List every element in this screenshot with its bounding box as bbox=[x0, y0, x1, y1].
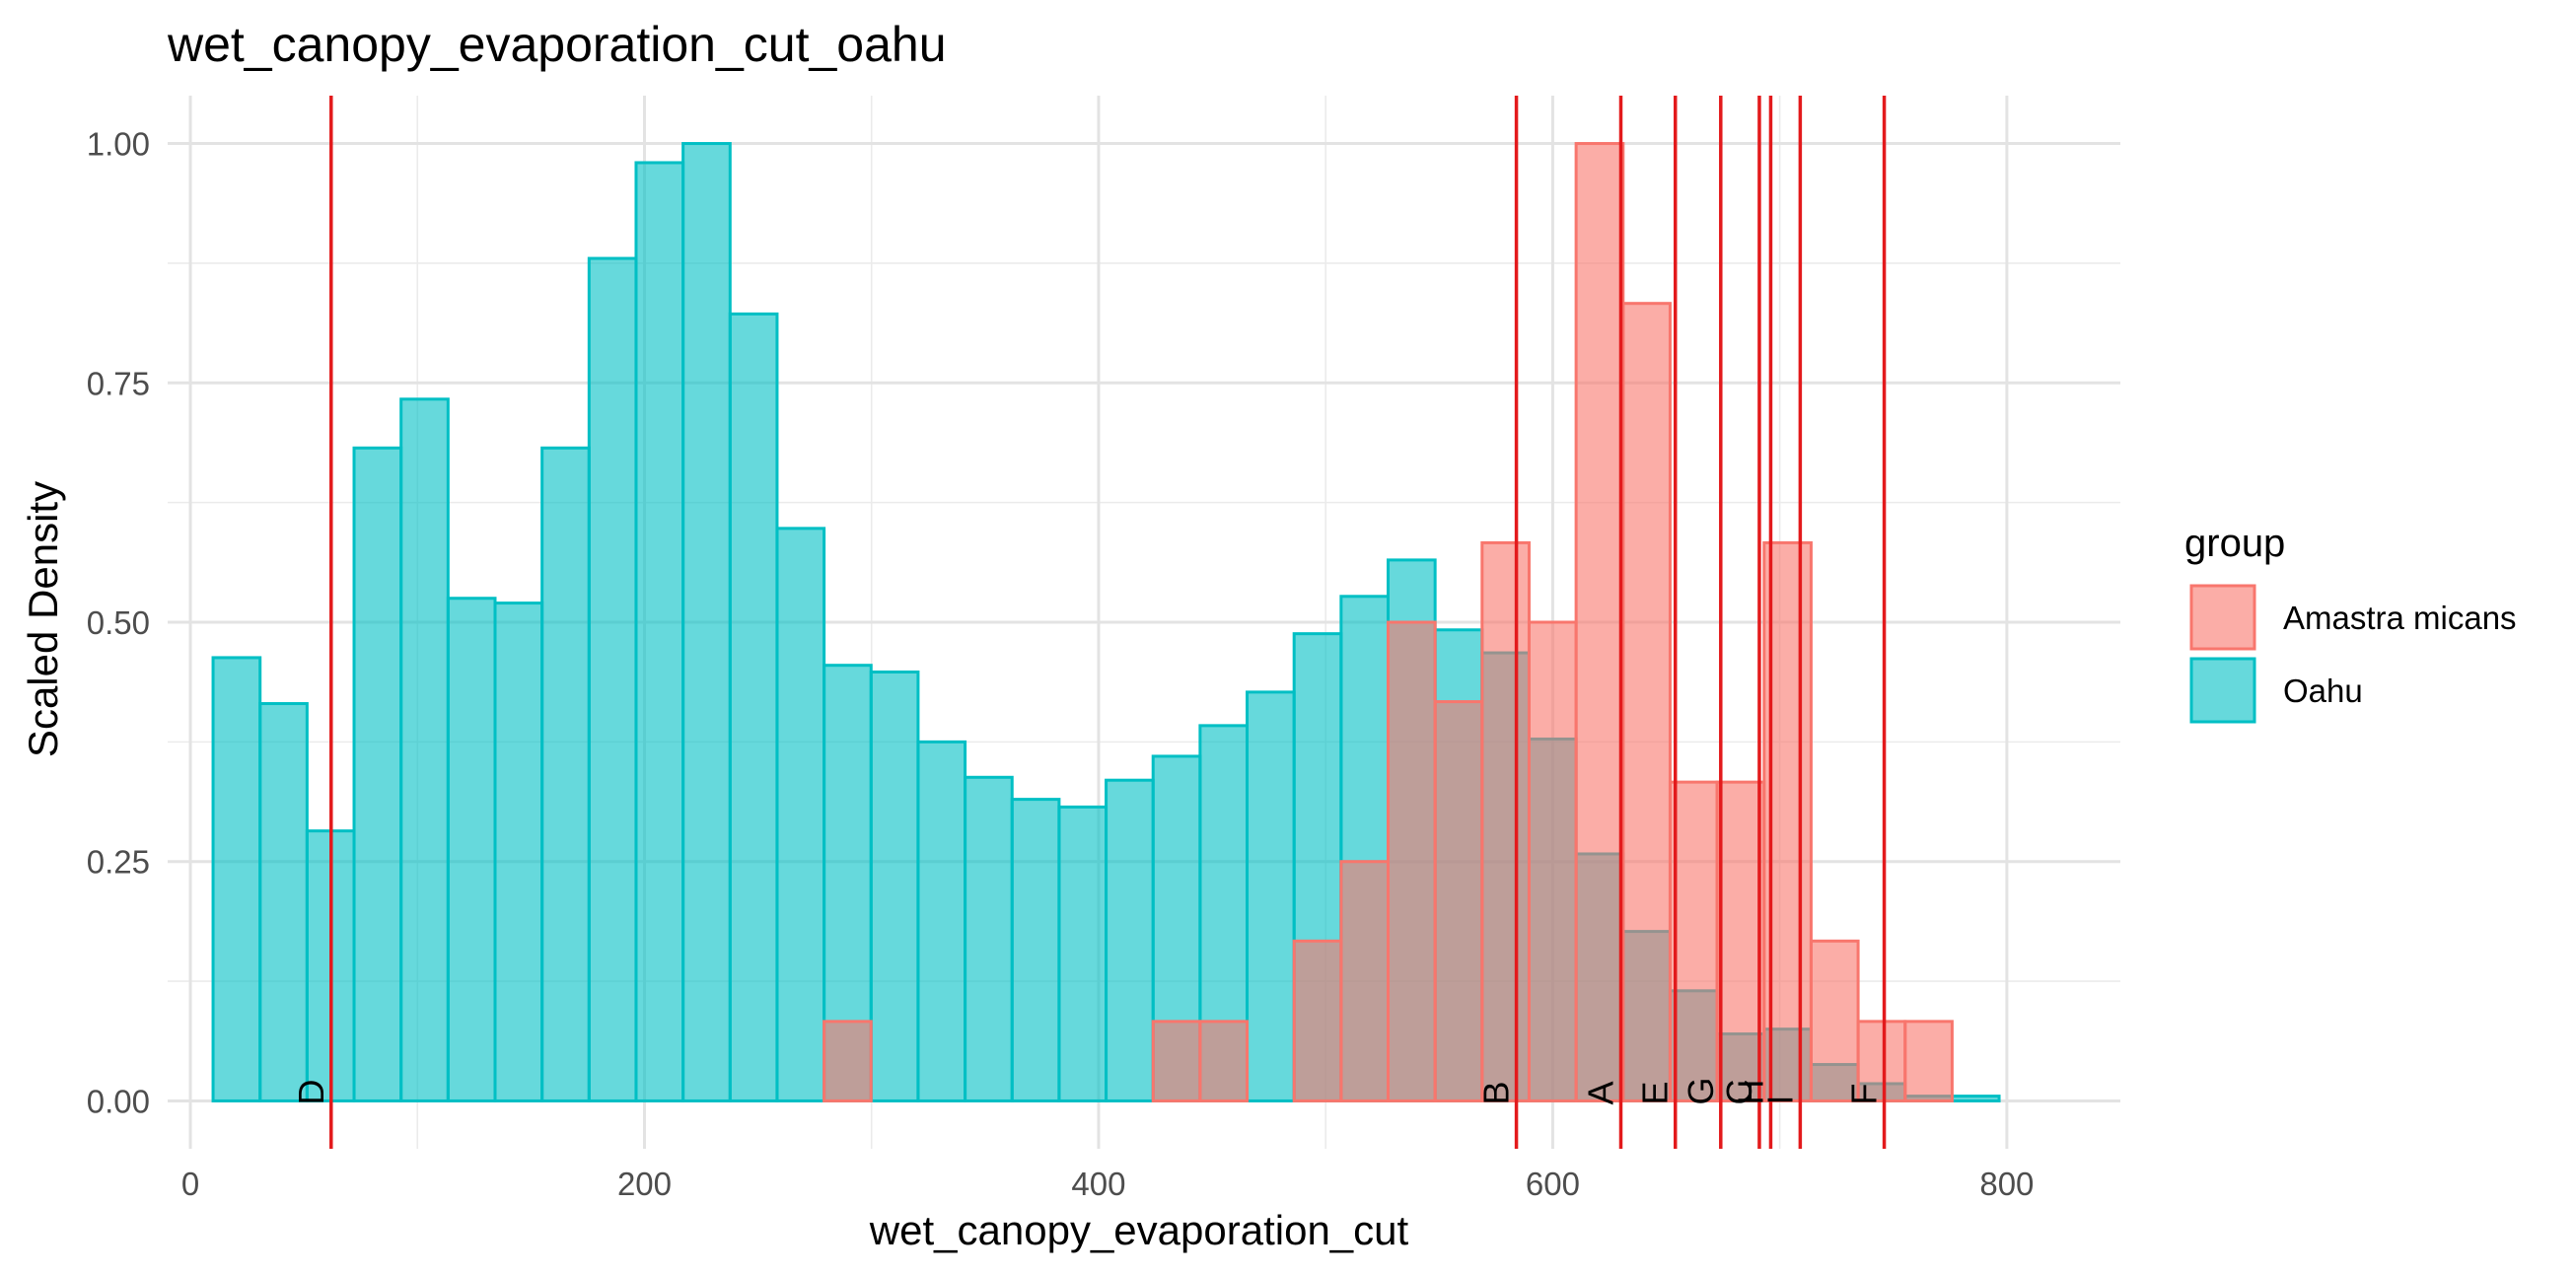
x-tick-label-1: 200 bbox=[617, 1166, 672, 1202]
x-tick-label-3: 600 bbox=[1526, 1166, 1580, 1202]
x-tick-label-2: 400 bbox=[1071, 1166, 1125, 1202]
oahu-bar-18 bbox=[1057, 805, 1109, 1102]
legend: group Amastra micans Oahu bbox=[2184, 522, 2517, 724]
amastra-micans-bar-14 bbox=[1809, 939, 1860, 1102]
amastra-micans-bar-0 bbox=[823, 1020, 873, 1102]
amastra-micans-bar-4 bbox=[1339, 860, 1391, 1102]
amastra-micans-bar-2 bbox=[1198, 1020, 1250, 1102]
amastra-micans-bar-16 bbox=[1903, 1020, 1954, 1102]
vline-label-A: A bbox=[1580, 1081, 1620, 1104]
y-tick-label-2: 0.50 bbox=[87, 604, 150, 641]
amastra-micans-bar-3 bbox=[1292, 939, 1343, 1102]
legend-key-amastra-micans bbox=[2189, 584, 2256, 651]
vline-label-I: I bbox=[1759, 1095, 1800, 1104]
x-axis-title: wet_canopy_evaporation_cut bbox=[869, 1207, 1409, 1253]
y-axis-title: Scaled Density bbox=[20, 481, 66, 757]
axis-ticks: 0 200 400 600 800 0.00 0.25 0.50 0.75 1.00 bbox=[87, 126, 2035, 1202]
amastra-micans-bar-12 bbox=[1715, 780, 1766, 1102]
legend-label-oahu: Oahu bbox=[2283, 673, 2363, 709]
amastra-micans-bar-1 bbox=[1151, 1020, 1202, 1102]
vline-label-G: G bbox=[1681, 1077, 1721, 1104]
amastra-micans-bar-5 bbox=[1387, 620, 1437, 1102]
oahu-bar-12 bbox=[775, 527, 826, 1102]
vline-label-D: D bbox=[291, 1079, 331, 1104]
amastra-micans-bar-8 bbox=[1527, 620, 1578, 1102]
oahu-bar-8 bbox=[587, 256, 638, 1102]
oahu-bar-6 bbox=[493, 602, 544, 1102]
oahu-bar-19 bbox=[1105, 778, 1155, 1102]
amastra-micans-series bbox=[823, 142, 1954, 1102]
x-tick-label-0: 0 bbox=[181, 1166, 199, 1202]
oahu-bar-7 bbox=[540, 446, 591, 1102]
oahu-bar-3 bbox=[352, 446, 403, 1102]
y-tick-label-4: 1.00 bbox=[87, 126, 150, 163]
legend-label-amastra-micans: Amastra micans bbox=[2283, 600, 2517, 636]
x-tick-label-4: 800 bbox=[1979, 1166, 2034, 1202]
amastra-micans-bar-7 bbox=[1480, 540, 1531, 1102]
legend-key-oahu bbox=[2189, 657, 2256, 724]
oahu-bar-1 bbox=[258, 702, 309, 1102]
vline-label-E: E bbox=[1635, 1081, 1676, 1104]
amastra-micans-bar-11 bbox=[1668, 780, 1719, 1102]
y-tick-label-1: 0.25 bbox=[87, 844, 150, 881]
amastra-micans-bar-6 bbox=[1433, 700, 1484, 1102]
oahu-bar-9 bbox=[634, 161, 685, 1102]
oahu-bar-15 bbox=[916, 740, 967, 1102]
oahu-bar-16 bbox=[964, 775, 1014, 1102]
amastra-micans-bar-10 bbox=[1621, 302, 1672, 1102]
oahu-bar-22 bbox=[1246, 690, 1296, 1102]
oahu-bar-17 bbox=[1010, 798, 1061, 1102]
oahu-bar-0 bbox=[211, 656, 262, 1102]
oahu-bar-11 bbox=[728, 312, 779, 1102]
oahu-bar-10 bbox=[681, 142, 732, 1102]
oahu-bar-37 bbox=[1950, 1095, 2001, 1102]
oahu-bar-4 bbox=[399, 397, 450, 1102]
amastra-micans-bar-9 bbox=[1574, 142, 1625, 1102]
oahu-bar-14 bbox=[869, 670, 920, 1102]
vline-label-H: H bbox=[1730, 1079, 1770, 1104]
legend-title: group bbox=[2184, 522, 2285, 565]
y-tick-label-3: 0.75 bbox=[87, 365, 150, 401]
vline-label-B: B bbox=[1476, 1081, 1517, 1104]
chart-title: wet_canopy_evaporation_cut_oahu bbox=[167, 17, 947, 72]
vline-label-F: F bbox=[1844, 1083, 1885, 1104]
oahu-bar-5 bbox=[446, 597, 497, 1102]
y-tick-label-0: 0.00 bbox=[87, 1083, 150, 1119]
vline-label-C: C bbox=[1719, 1079, 1759, 1104]
